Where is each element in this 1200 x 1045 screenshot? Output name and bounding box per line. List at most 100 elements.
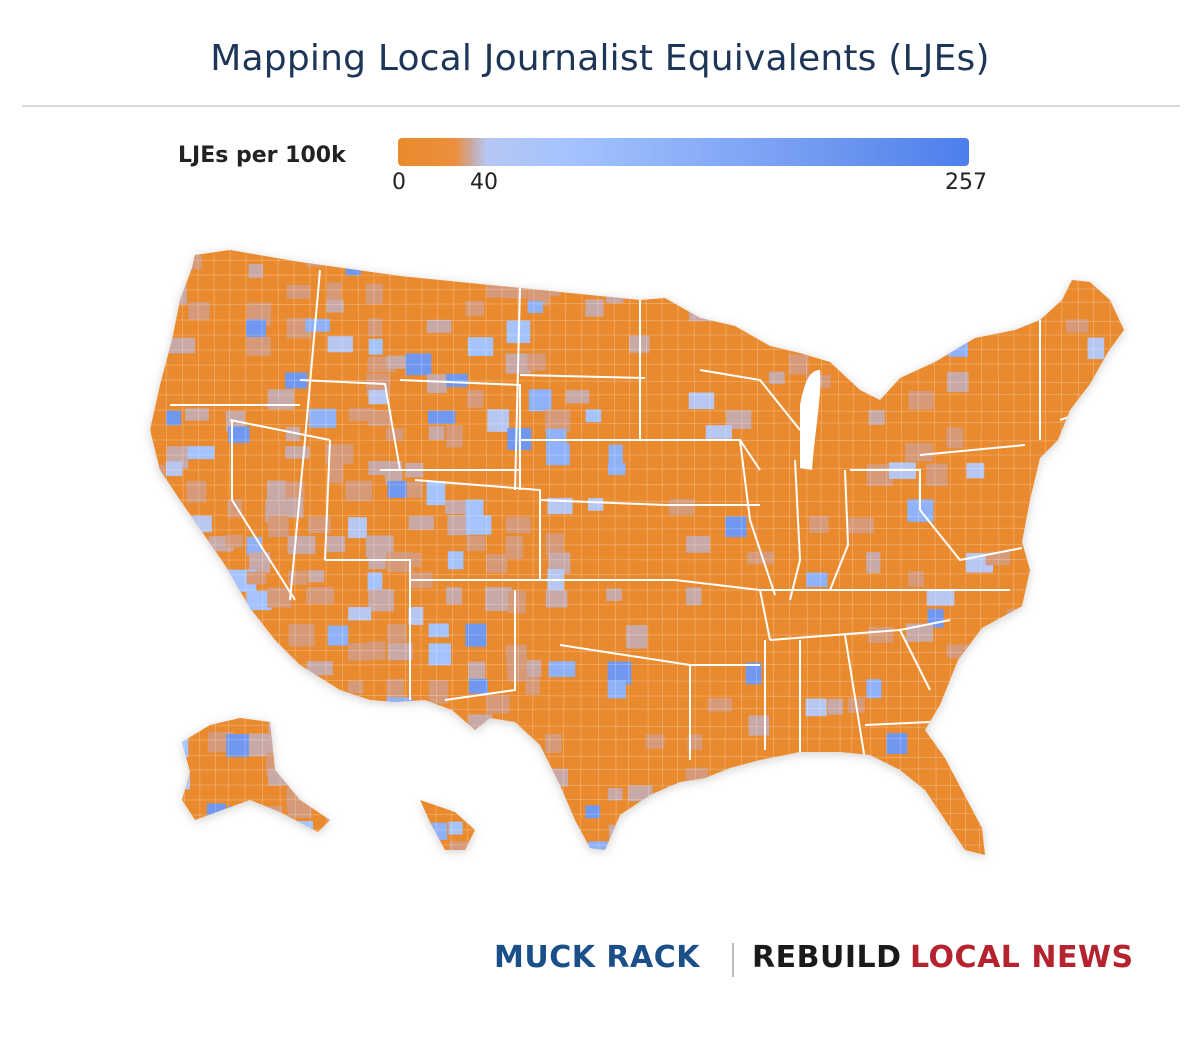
- county-cell: [827, 768, 842, 782]
- county-cell: [327, 840, 354, 855]
- county-cell: [506, 804, 533, 819]
- county-cell: [246, 319, 267, 337]
- county-cell: [805, 698, 827, 717]
- county-cell: [228, 823, 252, 844]
- chart-title: Mapping Local Journalist Equivalents (LJ…: [210, 38, 990, 79]
- county-cell: [367, 751, 389, 766]
- county-cell: [268, 715, 285, 733]
- county-cell: [645, 734, 665, 749]
- county-cell: [887, 805, 904, 828]
- county-cell: [886, 733, 908, 754]
- county-cell: [628, 785, 653, 802]
- county-cell: [686, 536, 711, 553]
- county-cell: [1107, 590, 1124, 606]
- county-cell: [485, 587, 512, 612]
- county-cell: [768, 371, 785, 384]
- county-cell: [808, 515, 829, 534]
- county-cell: [227, 499, 242, 518]
- county-cell: [326, 749, 346, 770]
- county-gridline: [562, 250, 567, 855]
- local-news-logo-word: LOCAL NEWS: [910, 940, 1134, 975]
- state-borders: [170, 269, 1091, 761]
- county-cell: [1006, 608, 1032, 622]
- county-cell: [265, 858, 287, 878]
- county-cell: [846, 517, 875, 534]
- county-cell: [548, 661, 576, 677]
- county-cell: [386, 551, 413, 573]
- legend-tick-max: 257: [945, 170, 987, 195]
- county-cell: [467, 389, 484, 408]
- county-cell: [908, 390, 934, 410]
- county-cell: [226, 733, 250, 757]
- county-cell: [287, 804, 312, 818]
- county-cell: [407, 481, 423, 498]
- county-cell: [167, 608, 190, 631]
- county-cell: [285, 426, 301, 441]
- county-cell: [368, 389, 388, 405]
- county-cell: [1088, 391, 1104, 404]
- county-cell: [348, 407, 374, 422]
- county-cell: [468, 661, 486, 681]
- county-cell: [248, 264, 263, 278]
- county-cell: [607, 788, 623, 801]
- county-gridline: [885, 250, 888, 855]
- county-cell: [150, 464, 165, 484]
- county-cell: [486, 695, 510, 714]
- county-cell: [265, 806, 283, 829]
- county-cell: [868, 410, 885, 425]
- county-cell: [185, 408, 209, 421]
- county-cell: [1126, 857, 1152, 879]
- county-gridline: [661, 250, 663, 855]
- county-cell: [387, 480, 407, 498]
- county-cell: [545, 768, 569, 787]
- county-cell: [545, 409, 571, 433]
- county-cell: [327, 625, 349, 646]
- county-cell: [368, 589, 394, 612]
- county-cell: [1047, 786, 1074, 805]
- county-cell: [347, 643, 374, 661]
- county-cell: [688, 821, 712, 839]
- county-cell: [865, 300, 881, 316]
- county-cell: [348, 250, 365, 267]
- county-cell: [327, 336, 353, 353]
- county-cell: [726, 410, 752, 429]
- county-cell: [445, 587, 462, 605]
- county-cell: [367, 572, 383, 594]
- county-cell: [388, 824, 407, 844]
- county-cell: [150, 481, 171, 496]
- muck-rack-logo: MUCK RACK: [494, 940, 701, 975]
- county-cell: [806, 572, 828, 587]
- county-cell: [625, 625, 648, 649]
- county-cell: [1028, 804, 1045, 817]
- county-cell: [485, 250, 507, 264]
- county-gridline: [949, 250, 951, 855]
- county-cell: [306, 661, 333, 676]
- county-cell: [165, 770, 190, 790]
- title-divider: [22, 105, 1180, 107]
- county-cell: [526, 659, 542, 678]
- county-cell: [485, 861, 509, 885]
- county-cell: [348, 680, 364, 694]
- county-gridline: [150, 467, 1124, 471]
- county-cell: [528, 389, 552, 412]
- county-cell: [486, 554, 508, 574]
- county-cell: [506, 282, 528, 299]
- county-cell: [926, 589, 955, 606]
- county-cell: [268, 515, 289, 538]
- county-cell: [347, 806, 367, 821]
- county-cell: [745, 662, 762, 685]
- county-cell: [908, 571, 924, 587]
- county-gridline: [150, 663, 1124, 666]
- county-cell: [325, 444, 354, 464]
- county-cell: [827, 698, 844, 715]
- county-cell: [267, 389, 295, 410]
- county-cell: [207, 569, 232, 586]
- county-cell: [368, 553, 386, 570]
- county-cell: [606, 282, 624, 304]
- county-cell: [425, 822, 448, 840]
- county-cell: [965, 299, 982, 316]
- county-cell: [946, 427, 964, 448]
- county-cell: [465, 300, 484, 316]
- county-cell: [725, 516, 747, 538]
- county-cell: [667, 785, 691, 810]
